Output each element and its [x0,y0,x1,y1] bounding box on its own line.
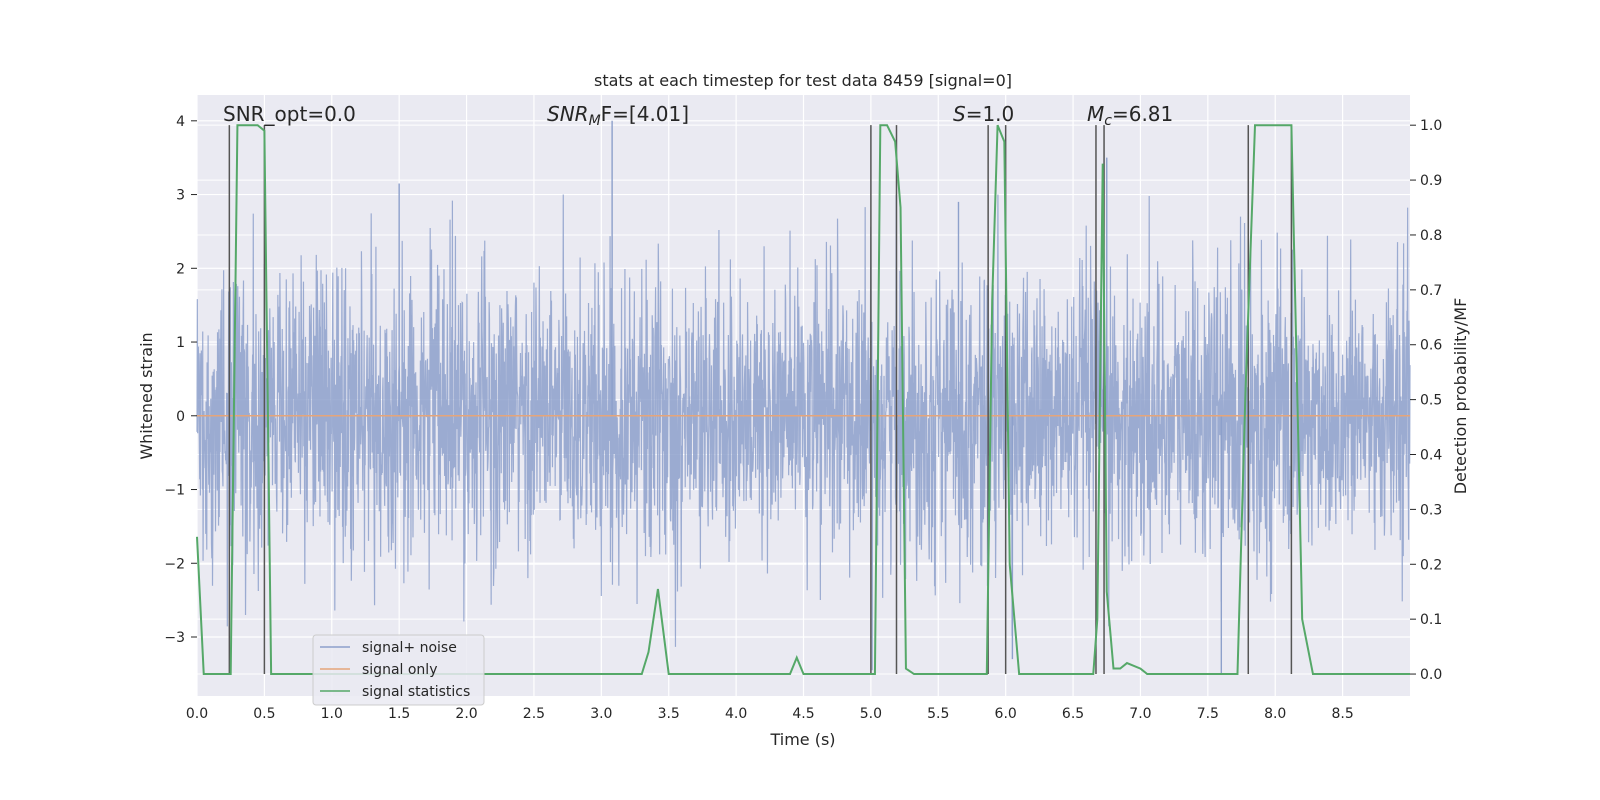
y-right-tick-label: 0.3 [1420,502,1442,518]
legend: signal+ noise signal only signal statist… [312,634,485,706]
x-tick-label: 5.5 [927,706,949,722]
x-tick-label: 6.5 [1062,706,1084,722]
x-tick-label: 1.5 [388,706,410,722]
x-tick-label: 2.5 [523,706,545,722]
x-tick-label: 5.0 [860,706,882,722]
x-tick-label: 3.5 [658,706,680,722]
legend-box [312,634,485,706]
annotation-mc-main: M [1087,102,1104,126]
annotation-mc: Mc=6.81 [1087,102,1173,129]
y-right-tick-label: 0.5 [1420,393,1442,409]
y-left-tick-label: 0 [176,409,185,425]
y-left-tick-label: 4 [176,114,185,130]
x-tick-label: 0.5 [253,706,275,722]
x-tick-label: 7.0 [1129,706,1151,722]
annotation-s-var: S [953,102,966,126]
x-tick-label: 1.0 [321,706,343,722]
annotation-snr-mf-main: SNR [547,102,589,126]
annotation-snr-mf-rest: F=[4.01] [601,102,689,126]
x-tick-label: 2.0 [455,706,477,722]
y-right-axis-label: Detection probability/MF [1451,298,1470,495]
annotation-mc-sub: c [1104,113,1112,129]
y-right-tick-labels: 1.0 0.9 0.8 0.7 0.6 0.5 0.4 0.3 0.2 0.1 0.0 [1410,118,1442,683]
x-tick-label: 8.0 [1264,706,1286,722]
y-right-tick-label: 0.0 [1420,667,1442,683]
y-left-tick-label: −1 [164,483,185,499]
annotation-s: S=1.0 [953,102,1014,126]
annotation-s-value: =1.0 [966,102,1015,126]
legend-label-signal-only: signal only [362,662,437,678]
y-right-tick-label: 0.4 [1420,448,1442,464]
legend-label-signal-statistics: signal statistics [362,684,470,700]
annotation-snr-opt: SNR_opt=0.0 [223,102,356,126]
y-left-tick-label: 1 [176,335,185,351]
annotation-mc-value: =6.81 [1112,102,1173,126]
y-right-tick-label: 0.7 [1420,283,1442,299]
x-tick-label: 8.5 [1331,706,1353,722]
series-signal-statistics [196,124,1410,676]
x-tick-label: 3.0 [590,706,612,722]
x-axis-label: Time (s) [769,730,835,749]
x-tick-label: 7.5 [1197,706,1219,722]
annotation-snr-mf-sub: M [589,113,601,129]
y-left-axis-label: Whitened strain [137,332,156,459]
y-right-tick-label: 0.8 [1420,228,1442,244]
x-tick-label: 6.0 [995,706,1017,722]
signal-statistics-line [196,124,1410,676]
y-left-tick-label: 3 [176,188,185,204]
series-signal-noise [196,120,1411,674]
y-left-tick-label: −2 [164,556,185,572]
y-left-tick-labels: 4 3 2 1 0 −1 −2 −3 [164,114,197,646]
y-right-tick-label: 0.1 [1420,612,1442,628]
y-right-tick-label: 0.6 [1420,338,1442,354]
x-tick-label: 0.0 [186,706,208,722]
chart-title: stats at each timestep for test data 845… [594,71,1012,90]
x-tick-labels: 0.0 0.5 1.0 1.5 2.0 2.5 3.0 3.5 4.0 4.5 5.0 5.5 6.0 6… [186,706,1354,722]
x-tick-label: 4.5 [792,706,814,722]
y-right-tick-label: 1.0 [1420,118,1442,134]
y-left-tick-label: 2 [176,261,185,277]
y-left-tick-label: −3 [164,630,185,646]
y-right-tick-label: 0.2 [1420,557,1442,573]
x-tick-label: 4.0 [725,706,747,722]
legend-label-signal-noise: signal+ noise [362,640,457,656]
annotation-snr-mf: SNRMF=[4.01] [547,102,689,129]
y-right-tick-label: 0.9 [1420,173,1442,189]
